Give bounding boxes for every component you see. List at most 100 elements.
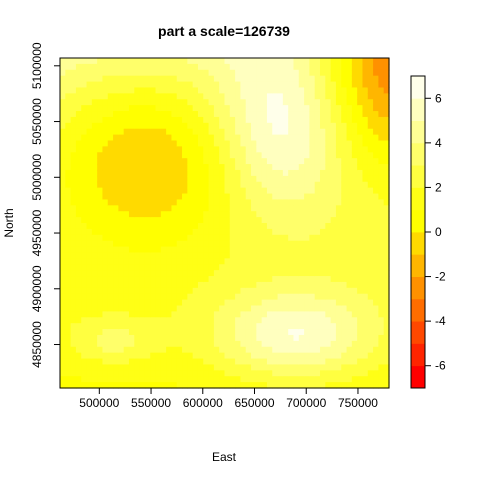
heatmap-cell [75,205,82,212]
heatmap-cell [81,246,88,254]
heatmap-cell [91,169,98,177]
heatmap-cell [134,270,141,277]
heatmap-cell [341,376,348,383]
heatmap-cell [118,270,125,277]
heatmap-cell [346,128,353,136]
heatmap-cell [176,99,183,106]
heatmap-cell [240,281,247,289]
heatmap-cell [309,281,316,289]
heatmap-cell [86,376,93,383]
heatmap-cell [346,270,353,277]
heatmap-cell [320,264,326,271]
heatmap-cell [277,299,284,307]
heatmap-cell [298,146,305,153]
heatmap-cell [378,376,385,383]
heatmap-cell [97,364,104,371]
heatmap-cell [128,334,135,342]
heatmap-cell [107,323,114,330]
heatmap-cell [245,158,252,165]
heatmap-cell [373,370,379,377]
heatmap-cell [272,240,279,248]
heatmap-cell [373,63,379,71]
heatmap-cell [346,69,353,77]
heatmap-cell [298,240,305,248]
heatmap-cell [134,158,141,165]
heatmap-cell [107,175,114,183]
heatmap-cell [97,264,104,271]
heatmap-cell [341,140,348,147]
heatmap-cell [70,175,77,183]
heatmap-cell [213,382,220,389]
heatmap-cell [272,264,279,271]
heatmap-cell [60,358,66,366]
heatmap-cell [383,140,390,147]
heatmap-cell [272,334,279,342]
heatmap-cell [256,205,263,212]
heatmap-cell [256,223,263,230]
heatmap-cell [107,234,114,242]
heatmap-cell [266,311,273,318]
heatmap-cell [298,376,305,383]
heatmap-cell [282,340,289,348]
heatmap-cell [65,99,72,106]
colorbar-swatch [411,343,425,367]
heatmap-cell [171,164,178,171]
heatmap-cell [171,187,178,195]
heatmap-cell [288,317,295,324]
heatmap-cell [60,299,66,307]
heatmap-cell [282,334,289,342]
heatmap-cell [192,287,199,295]
heatmap-cell [224,340,231,348]
colorbar-tick-label: -6 [435,359,446,373]
heatmap-cell [113,264,119,271]
heatmap-cell [102,246,109,254]
heatmap-cell [155,234,162,242]
heatmap-cell [357,293,364,301]
heatmap-cell [171,199,178,206]
heatmap-cell [182,317,188,324]
heatmap-cell [197,93,204,100]
heatmap-cell [102,305,109,312]
heatmap-cell [320,317,326,324]
heatmap-cell [144,169,151,177]
heatmap-cell [81,199,88,206]
heatmap-cell [139,122,146,130]
heatmap-cell [91,116,98,124]
heatmap-cell [357,346,364,354]
heatmap-cell [288,217,295,224]
heatmap-cell [320,169,326,177]
heatmap-cell [91,376,98,383]
heatmap-cell [219,329,226,336]
heatmap-cell [277,376,284,383]
heatmap-cell [123,58,130,65]
heatmap-cell [208,211,215,218]
heatmap-cell [288,58,295,65]
heatmap-cell [203,181,210,189]
heatmap-cell [176,264,183,271]
heatmap-cell [288,99,295,106]
heatmap-cell [171,346,178,354]
heatmap-cell [166,134,173,142]
heatmap-cell [187,164,194,171]
heatmap-cell [70,234,77,242]
heatmap-cell [346,329,353,336]
heatmap-cell [309,134,316,142]
heatmap-cell [229,169,236,177]
heatmap-cell [245,287,252,295]
heatmap-cell [139,305,146,312]
heatmap-cell [362,305,369,312]
heatmap-cell [113,193,119,201]
heatmap-cell [150,199,157,206]
heatmap-cell [245,146,252,153]
heatmap-cell [293,128,300,136]
heatmap-cell [75,128,82,136]
heatmap-cell [261,270,268,277]
heatmap-cell [224,93,231,100]
heatmap-cell [351,158,358,165]
heatmap-cell [65,175,72,183]
heatmap-cell [346,258,353,265]
heatmap-cell [65,293,72,301]
heatmap-cell [362,169,369,177]
heatmap-cell [314,205,321,212]
heatmap-cell [197,264,204,271]
